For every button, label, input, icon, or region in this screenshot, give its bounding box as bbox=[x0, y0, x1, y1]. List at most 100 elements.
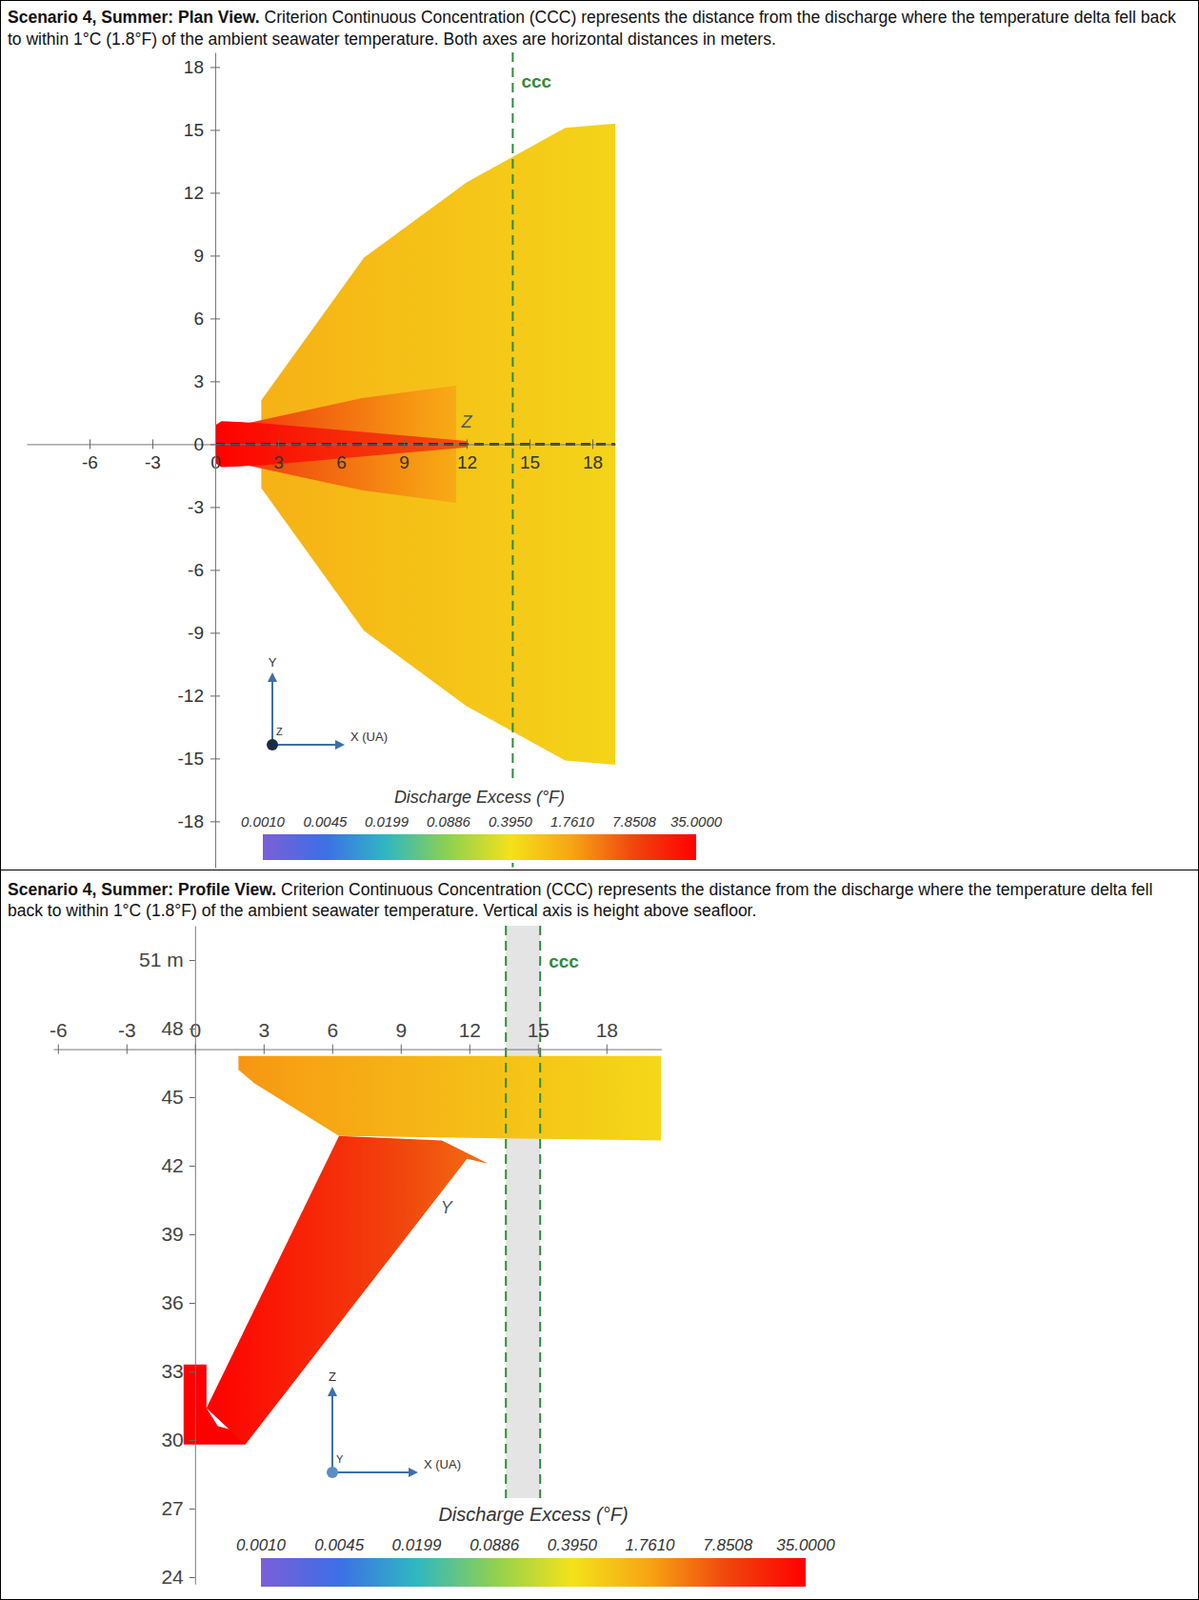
y-axis-tick: -12 bbox=[178, 685, 220, 706]
y-axis-tick-mark bbox=[210, 506, 220, 508]
colorbar-tick-label: 0.0045 bbox=[314, 1536, 365, 1555]
y-axis-line bbox=[215, 53, 217, 869]
x-axis-tick-label: 3 bbox=[273, 452, 284, 473]
y-axis-tick-mark bbox=[210, 66, 220, 68]
y-axis-tick: -15 bbox=[178, 748, 220, 769]
x-axis-tick-mark bbox=[592, 439, 594, 449]
x-axis-tick-label: -6 bbox=[81, 452, 99, 473]
colorbar-tick-label: 0.3950 bbox=[488, 813, 534, 830]
x-axis-tick-mark bbox=[538, 1044, 540, 1055]
y-axis-tick: -9 bbox=[187, 622, 220, 643]
x-axis-tick-label: 12 bbox=[459, 1019, 481, 1041]
y-axis-line bbox=[195, 926, 197, 1585]
x-axis-tick-mark bbox=[469, 1044, 471, 1055]
colorbar-title: Discharge Excess (°F) bbox=[394, 787, 565, 807]
caption: to within 1°C (1.8°F) of the ambient sea… bbox=[7, 29, 777, 49]
y-axis-tick-label: 48 bbox=[160, 1017, 183, 1040]
y-axis-tick-mark bbox=[189, 959, 196, 961]
colorbar-tick-label: 0.0886 bbox=[469, 1536, 520, 1555]
x-axis-tick: -3 bbox=[118, 1019, 137, 1055]
y-axis-tick-mark bbox=[189, 1234, 196, 1236]
x-axis-tick: -3 bbox=[144, 439, 161, 472]
triad-label: Z bbox=[328, 1369, 337, 1384]
y-axis-tick: 48 bbox=[160, 1017, 195, 1040]
background bbox=[0, 0, 1199, 1600]
x-axis-tick-mark bbox=[126, 1044, 128, 1055]
y-axis-tick: 33 bbox=[160, 1359, 195, 1382]
triad-origin bbox=[326, 1466, 339, 1479]
x-axis-tick: 12 bbox=[459, 1019, 481, 1055]
x-axis-line bbox=[54, 1049, 662, 1051]
caption-text: Criterion Continuous Concentration (CCC)… bbox=[280, 879, 1153, 900]
x-axis-tick-label: -3 bbox=[118, 1019, 137, 1041]
x-axis-tick: 18 bbox=[582, 439, 603, 472]
triad-arrow bbox=[332, 1471, 409, 1474]
y-axis-tick-mark bbox=[210, 192, 220, 194]
colorbar-bar bbox=[262, 834, 697, 860]
y-axis-tick: 36 bbox=[160, 1291, 195, 1314]
x-axis-tick-mark bbox=[152, 439, 154, 449]
triad-arrowhead bbox=[327, 1386, 338, 1397]
x-axis-tick: 15 bbox=[519, 439, 540, 472]
y-axis-tick: 12 bbox=[183, 182, 220, 203]
colorbar: Discharge Excess (°F)0.00100.00450.01990… bbox=[232, 781, 727, 863]
triad-arrowhead bbox=[408, 1467, 419, 1478]
y-axis-tick: 0 bbox=[193, 434, 220, 455]
y-axis-tick-label: 6 bbox=[193, 308, 204, 329]
y-axis-tick-mark bbox=[210, 758, 220, 760]
x-axis-tick-mark bbox=[89, 439, 91, 449]
colorbar-tick-label: 0.0199 bbox=[391, 1536, 442, 1555]
y-axis-tick-mark bbox=[189, 1028, 196, 1030]
y-axis-tick-label: -12 bbox=[178, 685, 204, 706]
x-axis-tick-label: -6 bbox=[49, 1019, 68, 1041]
y-axis-tick-label: -15 bbox=[178, 748, 204, 769]
x-axis-tick-mark bbox=[403, 439, 405, 449]
axis-triad: YZX (UA) bbox=[266, 655, 388, 751]
annotation: Y bbox=[440, 1198, 455, 1218]
caption-text: Criterion Continuous Concentration (CCC)… bbox=[264, 7, 1177, 27]
y-axis-tick-label: 9 bbox=[193, 245, 204, 266]
y-axis-tick-mark bbox=[210, 443, 220, 445]
triad-label: Y bbox=[268, 655, 278, 670]
triad-arrow bbox=[331, 1396, 334, 1473]
x-axis-tick: 6 bbox=[326, 1019, 339, 1055]
y-axis-tick-mark bbox=[189, 1439, 196, 1441]
y-axis-tick-label: 33 bbox=[160, 1359, 183, 1382]
axis-triad: ZYX (UA) bbox=[326, 1369, 461, 1479]
x-axis-tick: -6 bbox=[81, 439, 99, 472]
x-axis-tick-mark bbox=[263, 1044, 265, 1055]
x-axis-tick-label: 12 bbox=[457, 452, 478, 473]
y-axis-tick-mark bbox=[210, 318, 220, 320]
y-axis-tick: 39 bbox=[160, 1222, 195, 1245]
y-axis-tick-mark bbox=[210, 820, 220, 822]
y-axis-tick-mark bbox=[189, 1097, 196, 1099]
caption-text: to within 1°C (1.8°F) of the ambient sea… bbox=[7, 29, 777, 49]
x-axis-tick-mark bbox=[278, 439, 280, 449]
x-axis-tick-mark bbox=[332, 1044, 334, 1055]
triad-label: Z bbox=[276, 725, 283, 738]
caption: Scenario 4, Summer: Profile View.Criteri… bbox=[7, 879, 1153, 900]
y-axis-tick-mark bbox=[189, 1302, 196, 1304]
x-axis-tick-label: -3 bbox=[144, 452, 161, 473]
y-axis-tick: 9 bbox=[193, 245, 220, 266]
caption: Scenario 4, Summer: Plan View.Criterion … bbox=[7, 7, 1177, 27]
x-axis-tick: 9 bbox=[395, 1019, 407, 1055]
y-axis-tick-mark bbox=[189, 1371, 196, 1373]
x-axis-tick: 9 bbox=[399, 439, 410, 472]
y-axis-tick-label: -18 bbox=[178, 811, 204, 832]
y-axis: -18-15-12-9-6-30369121518 bbox=[178, 53, 220, 869]
x-axis-line bbox=[27, 443, 617, 445]
y-axis-tick: 51 m bbox=[139, 948, 196, 971]
y-axis-tick-mark bbox=[210, 695, 220, 697]
colorbar-tick-label: 35.0000 bbox=[670, 813, 723, 830]
y-axis-tick-label: 18 bbox=[183, 57, 204, 78]
y-axis-tick-label: 15 bbox=[183, 119, 204, 140]
colorbar-tick-label: 7.8508 bbox=[702, 1536, 754, 1555]
plume-region bbox=[206, 1136, 488, 1445]
colorbar-background bbox=[230, 1498, 837, 1590]
y-axis: 24273033363942454851 m bbox=[139, 926, 196, 1589]
x-axis-tick-mark bbox=[400, 1044, 402, 1055]
panel-divider bbox=[0, 869, 1199, 871]
x-axis-tick: -6 bbox=[49, 1019, 68, 1055]
colorbar-background bbox=[232, 781, 727, 863]
